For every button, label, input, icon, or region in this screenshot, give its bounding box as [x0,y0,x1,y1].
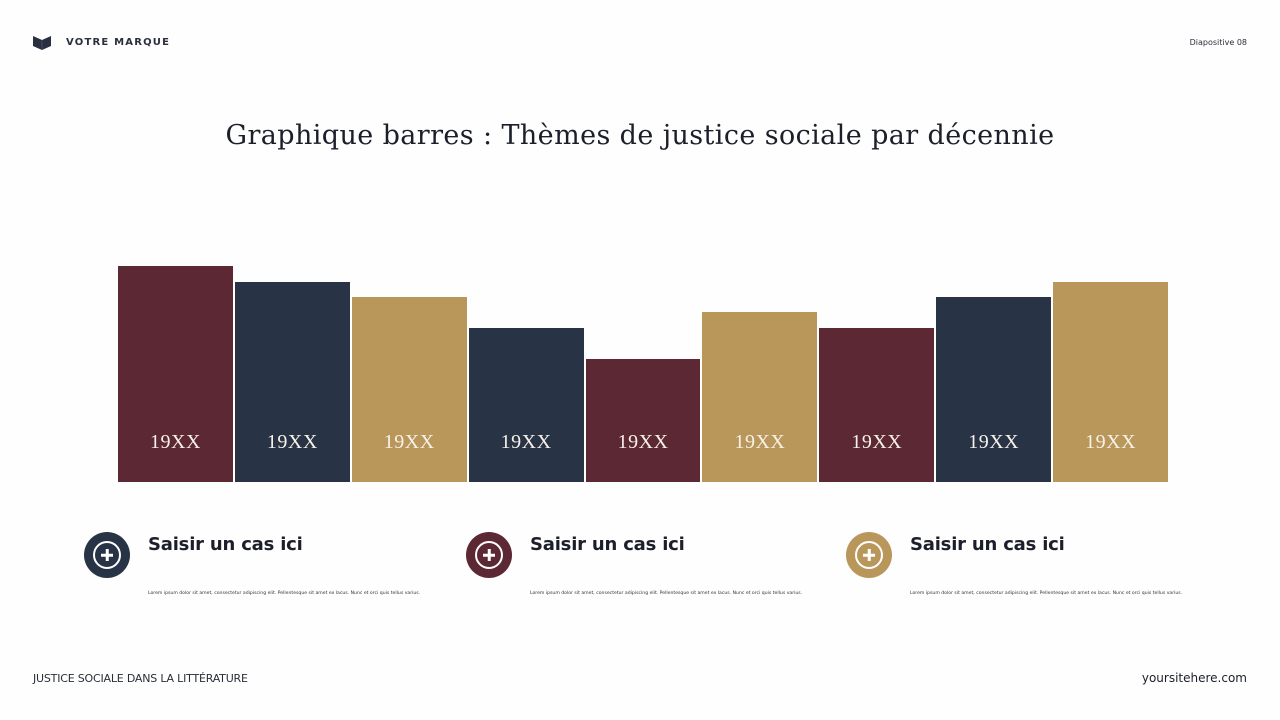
case-title: Saisir un cas ici [530,534,685,555]
bar-label: 19XX [266,431,318,453]
bar: 19XX [702,312,818,482]
bar: 19XX [936,297,1052,482]
page-title: Graphique barres : Thèmes de justice soc… [225,120,1055,151]
brand-name: VOTRE MARQUE [66,36,171,48]
book-icon [33,36,51,50]
bar: 19XX [468,328,584,482]
case-card-2: Saisir un cas ici Lorem ipsum dolor sit … [466,532,806,602]
bar-chart: 19XX 19XX 19XX 19XX 19XX 19XX 19XX 19XX 19XX [118,240,1169,482]
bar-label: 19XX [150,431,201,453]
case-description: Lorem ipsum dolor sit amet, consectetur … [910,591,1183,596]
brand: VOTRE MARQUE [33,34,170,50]
plus-circle-icon[interactable] [846,532,892,578]
case-title: Saisir un cas ici [910,534,1065,555]
bar: 19XX [118,266,233,482]
bar: 19XX [819,328,935,482]
plus-circle-icon[interactable] [466,532,512,578]
case-card-1: Saisir un cas ici Lorem ipsum dolor sit … [84,532,424,602]
footer-presentation-title: JUSTICE SOCIALE DANS LA LITTÉRATURE [33,672,248,685]
bar: 19XX [1053,282,1169,482]
case-card-3: Saisir un cas ici Lorem ipsum dolor sit … [846,532,1186,602]
bar: 19XX [351,297,467,482]
bar-label: 19XX [968,431,1020,453]
bar-label: 19XX [383,431,435,453]
bar-label: 19XX [734,431,786,453]
bar-label: 19XX [617,431,669,453]
bar-label: 19XX [851,431,903,453]
bar-label: 19XX [500,431,552,453]
bar-label: 19XX [1085,431,1137,453]
bar: 19XX [234,282,350,482]
plus-circle-icon[interactable] [84,532,130,578]
case-description: Lorem ipsum dolor sit amet, consectetur … [530,591,803,596]
case-title: Saisir un cas ici [148,534,303,555]
slide-number: Diapositive 08 [1189,38,1247,47]
footer-website-link[interactable]: yoursitehere.com [1141,671,1247,685]
bar: 19XX [585,359,701,482]
case-description: Lorem ipsum dolor sit amet, consectetur … [148,591,421,596]
